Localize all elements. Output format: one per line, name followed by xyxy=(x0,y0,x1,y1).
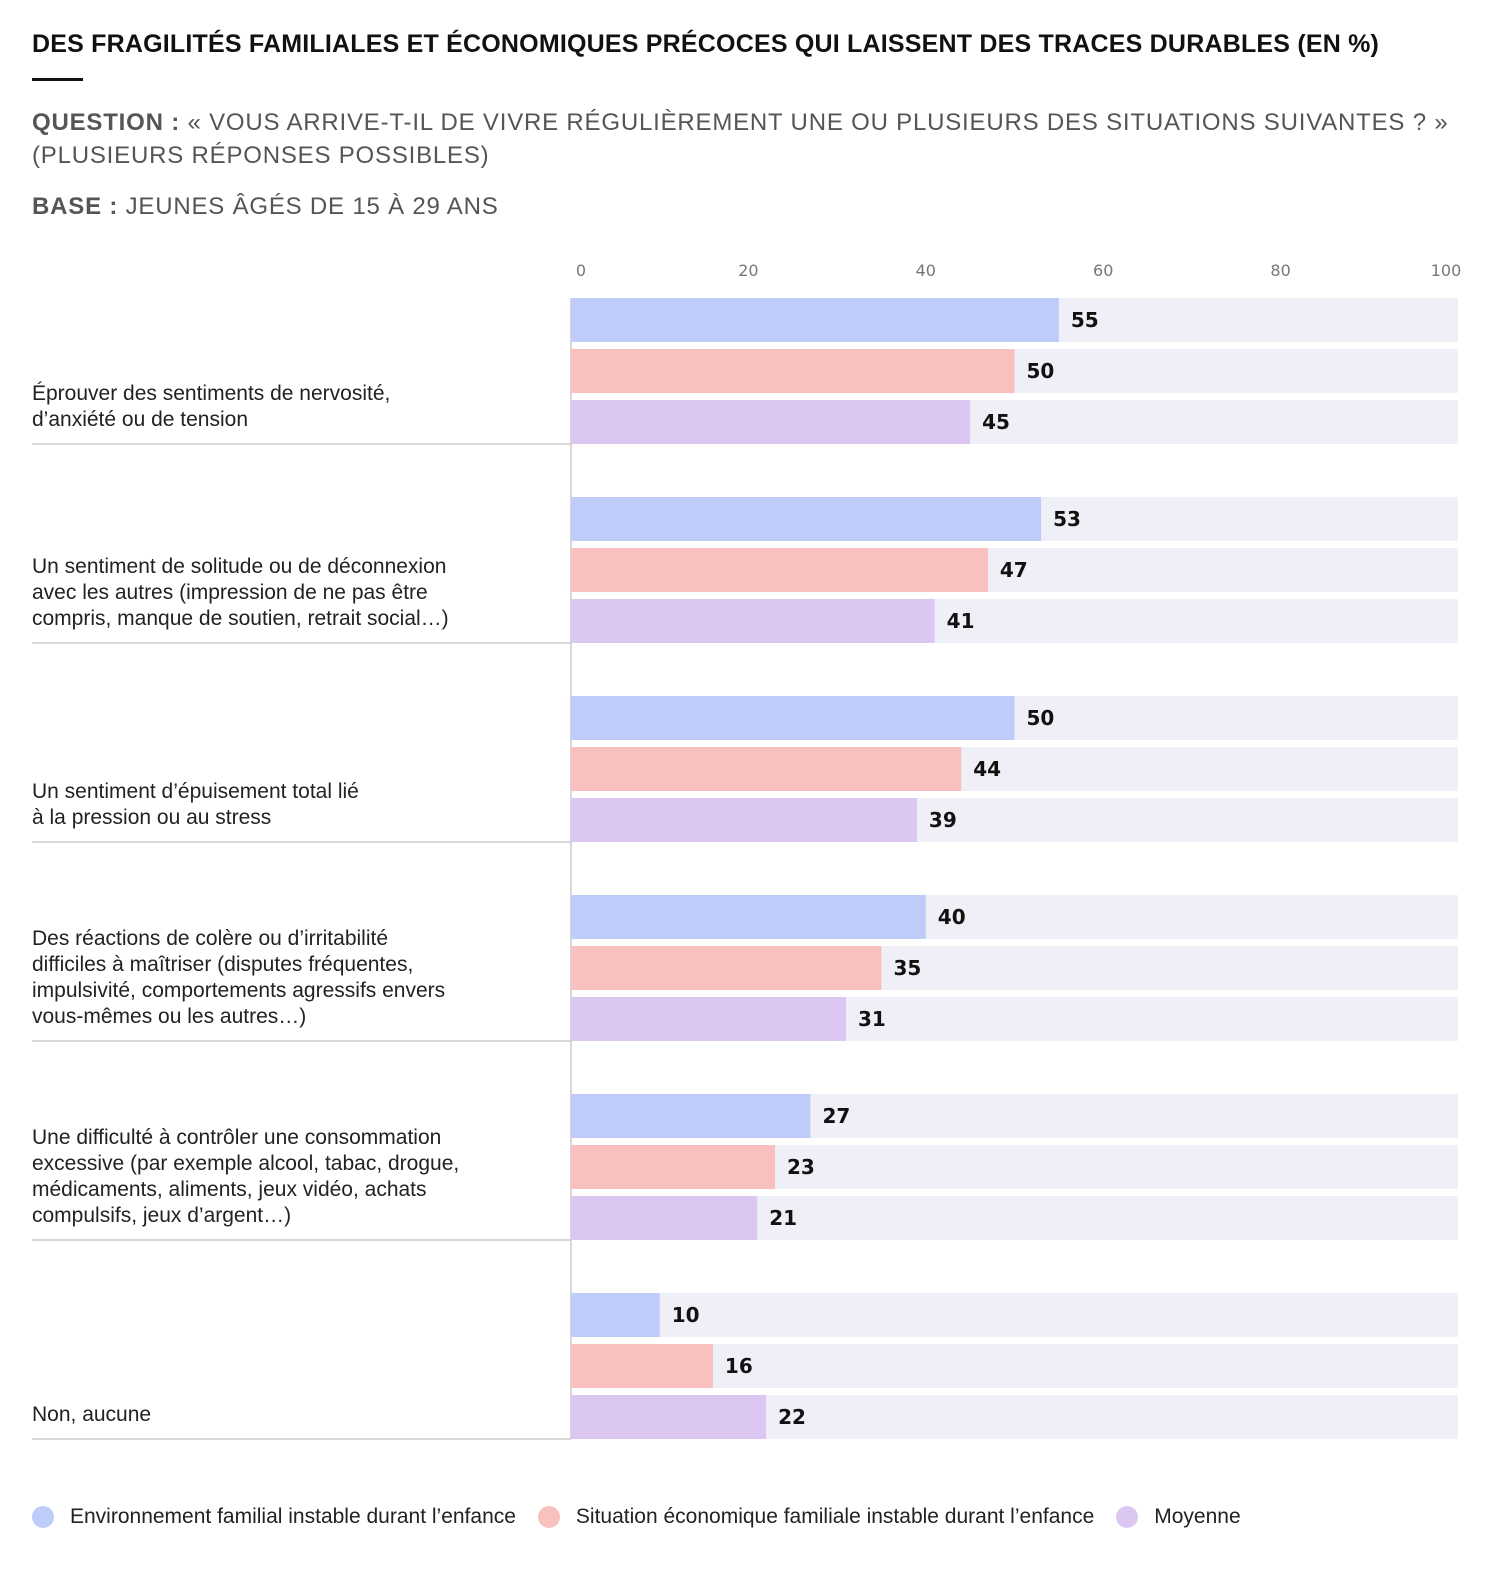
value-label: 55 xyxy=(1071,308,1099,332)
bar xyxy=(571,747,962,791)
bar-track xyxy=(571,1293,1458,1337)
category-label-line: impulsivité, comportements agressifs env… xyxy=(32,979,445,1002)
x-tick-label: 40 xyxy=(916,261,936,280)
x-tick-label: 80 xyxy=(1270,261,1290,280)
category-label: Un sentiment d’épuisement total lié à la … xyxy=(32,780,359,829)
category-label-line: difficiles à maîtriser (disputes fréquen… xyxy=(32,953,413,976)
x-tick-label: 100 xyxy=(1431,261,1462,280)
category-label-line: Éprouver des sentiments de nervosité, xyxy=(32,382,390,405)
value-label: 35 xyxy=(893,956,921,980)
bar xyxy=(571,548,988,592)
category-label: Une difficulté à contrôler une consommat… xyxy=(32,1126,459,1227)
legend-item: Environnement familial instable durant l… xyxy=(32,1505,516,1529)
value-label: 41 xyxy=(947,609,975,633)
legend-label: Situation économique familiale instable … xyxy=(575,1505,1095,1528)
bar xyxy=(571,1094,811,1138)
category-label: Un sentiment de solitude ou de déconnexi… xyxy=(32,555,449,630)
bar-track xyxy=(571,1344,1458,1388)
legend-dot-icon xyxy=(537,1506,560,1528)
bar xyxy=(571,1145,776,1189)
category-label-line: compulsifs, jeux d’argent…) xyxy=(32,1204,291,1227)
chart-title: DES FRAGILITÉS FAMILIALES ET ÉCONOMIQUES… xyxy=(32,30,1380,58)
value-label: 45 xyxy=(982,410,1010,434)
value-label: 50 xyxy=(1027,706,1055,730)
category-label-line: vous-mêmes ou les autres…) xyxy=(32,1005,306,1028)
bar xyxy=(571,298,1059,342)
bar xyxy=(571,895,926,939)
bar xyxy=(571,497,1042,541)
bar xyxy=(571,798,917,842)
bar xyxy=(571,997,846,1041)
question-label: QUESTION : xyxy=(32,109,181,136)
base-label: BASE : xyxy=(32,193,119,220)
value-label: 31 xyxy=(858,1007,886,1031)
bar xyxy=(571,1395,767,1439)
value-label: 53 xyxy=(1053,507,1081,531)
category-label-line: compris, manque de soutien, retrait soci… xyxy=(32,607,449,630)
category-label-line: Un sentiment de solitude ou de déconnexi… xyxy=(32,555,446,578)
legend-dot-icon xyxy=(1116,1506,1139,1528)
question-body: « VOUS ARRIVE-T-IL DE VIVRE RÉGULIÈREMEN… xyxy=(32,109,1449,169)
value-label: 22 xyxy=(778,1405,806,1429)
value-label: 10 xyxy=(672,1303,700,1327)
value-label: 27 xyxy=(822,1104,850,1128)
bar xyxy=(571,946,882,990)
x-tick-label: 0 xyxy=(576,261,586,280)
legend-label: Environnement familial instable durant l… xyxy=(70,1505,516,1528)
category-label: Éprouver des sentiments de nervosité, d’a… xyxy=(32,382,390,431)
bar xyxy=(571,599,935,643)
question-text: QUESTION : « VOUS ARRIVE-T-IL DE VIVRE R… xyxy=(32,106,1472,172)
bar xyxy=(571,696,1015,740)
value-label: 16 xyxy=(725,1354,753,1378)
legend: Environnement familial instable durant l… xyxy=(32,1505,1263,1529)
value-label: 39 xyxy=(929,808,957,832)
bar xyxy=(571,349,1015,393)
base-text: BASE : JEUNES ÂGÉS DE 15 À 29 ANS xyxy=(32,193,499,221)
value-label: 44 xyxy=(973,757,1001,781)
category-label: Des réactions de colère ou d’irritabilit… xyxy=(32,927,445,1028)
bar xyxy=(571,1196,758,1240)
base-body: JEUNES ÂGÉS DE 15 À 29 ANS xyxy=(125,193,499,220)
x-tick-label: 60 xyxy=(1093,261,1113,280)
category-label-line: avec les autres (impression de ne pas êt… xyxy=(32,581,428,604)
value-label: 47 xyxy=(1000,558,1028,582)
category-label-line: excessive (par exemple alcool, tabac, dr… xyxy=(32,1152,459,1175)
bar xyxy=(571,1293,660,1337)
value-label: 21 xyxy=(769,1206,797,1230)
category-label-line: Des réactions de colère ou d’irritabilit… xyxy=(32,927,388,950)
category-label: Non, aucune xyxy=(32,1403,151,1426)
category-label-line: Une difficulté à contrôler une consommat… xyxy=(32,1126,441,1149)
x-tick-label: 20 xyxy=(738,261,758,280)
bar xyxy=(571,400,971,444)
category-label-line: Non, aucune xyxy=(32,1403,151,1426)
value-label: 23 xyxy=(787,1155,815,1179)
category-label-line: Un sentiment d’épuisement total lié xyxy=(32,780,359,803)
bar-chart: 0 20 40 60 80 100 Éprouver des sentiments de n… xyxy=(32,261,1462,1440)
category-label-line: d’anxiété ou de tension xyxy=(32,408,248,431)
title-underline xyxy=(32,78,83,81)
category-label-line: médicaments, aliments, jeux vidéo, achat… xyxy=(32,1178,427,1201)
legend-item: Moyenne xyxy=(1116,1505,1241,1529)
category-label-line: à la pression ou au stress xyxy=(32,806,271,829)
value-label: 40 xyxy=(938,905,966,929)
bar xyxy=(571,1344,713,1388)
legend-label: Moyenne xyxy=(1154,1505,1241,1528)
legend-dot-icon xyxy=(32,1506,54,1528)
legend-item: Situation économique familiale instable … xyxy=(537,1505,1095,1529)
value-label: 50 xyxy=(1027,359,1055,383)
